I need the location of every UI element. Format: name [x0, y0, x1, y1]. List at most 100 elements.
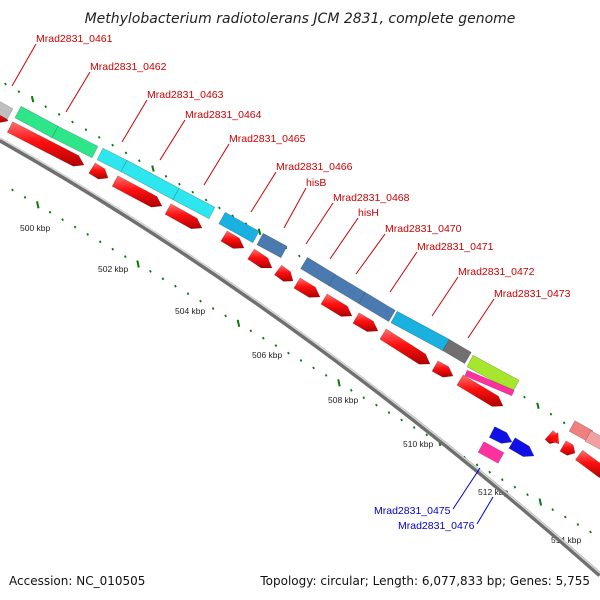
scale-tick — [549, 412, 553, 416]
scale-tick — [137, 159, 141, 163]
gene-label-0463[interactable]: Mrad2831_0463 — [147, 89, 224, 101]
feature-block-salmon-a[interactable] — [568, 420, 594, 442]
scale-tick — [211, 307, 215, 310]
scale-tick — [191, 190, 195, 194]
scale-tick — [488, 470, 492, 474]
scale-tick — [312, 366, 315, 370]
scale-tick — [151, 165, 155, 172]
scale-tick — [362, 396, 366, 400]
forward-cds-arrow[interactable] — [379, 328, 431, 365]
forward-cds-arrow[interactable] — [111, 175, 163, 208]
scale-labels: 500 kbp 502 kbp 504 kbp 506 kbp 508 kbp … — [20, 223, 582, 545]
reverse-gene-0476[interactable] — [477, 441, 505, 464]
scale-tick — [57, 112, 61, 116]
forward-cds-arrow[interactable] — [320, 293, 353, 317]
scale-tick — [36, 201, 40, 209]
scale-tick — [161, 277, 165, 281]
gene-label-0475[interactable]: Mrad2831_0475 — [374, 505, 451, 517]
scale-tick — [199, 299, 202, 303]
forward-cds-arrow[interactable] — [6, 121, 85, 167]
reverse-gene-0475[interactable] — [488, 426, 513, 444]
scale-tick — [48, 210, 52, 214]
scale-tick — [412, 426, 416, 429]
forward-cds-arrow[interactable] — [247, 248, 273, 269]
scale-tick — [111, 247, 115, 251]
forward-cds-arrow[interactable] — [220, 230, 245, 249]
scale-tick — [86, 232, 90, 236]
scale-tick — [174, 284, 177, 288]
forward-cds-arrow[interactable] — [431, 360, 454, 378]
scale-tick — [236, 319, 241, 328]
gene-label-hisH[interactable]: hisH — [358, 207, 379, 219]
scale-tick — [551, 508, 555, 512]
scale-label-506: 506 kbp — [252, 350, 283, 360]
scale-tick — [123, 255, 127, 259]
feature-block-5[interactable] — [172, 187, 216, 220]
gene-label-0464[interactable]: Mrad2831_0464 — [185, 109, 262, 121]
forward-cds-arrow[interactable] — [293, 277, 321, 298]
gene-label-0465[interactable]: Mrad2831_0465 — [229, 133, 306, 145]
gene-label-0473[interactable]: Mrad2831_0473 — [494, 288, 571, 300]
feature-block-11[interactable] — [390, 310, 450, 352]
forward-cds-arrow[interactable] — [559, 440, 576, 456]
gene-label-0461[interactable]: Mrad2831_0461 — [36, 33, 113, 45]
feature-block-0473-pink[interactable] — [464, 369, 515, 397]
scale-tick — [4, 82, 7, 86]
feature-block-edge[interactable] — [0, 100, 14, 120]
scale-tick — [562, 421, 566, 425]
scale-tick — [149, 269, 152, 273]
scale-tick — [136, 260, 140, 268]
feature-block-2[interactable] — [51, 125, 99, 159]
scale-label-514: 514 kbp — [551, 535, 582, 545]
forward-cds-arrow[interactable] — [88, 162, 109, 180]
scale-label-512: 512 kbp — [478, 487, 509, 497]
gene-label-0472[interactable]: Mrad2831_0472 — [458, 266, 535, 278]
scale-tick — [299, 359, 303, 362]
scale-tick — [98, 240, 102, 244]
feature-block-6[interactable] — [218, 211, 260, 244]
scale-tick — [563, 515, 567, 519]
scale-tick — [375, 403, 378, 407]
gene-label-0466[interactable]: Mrad2831_0466 — [276, 161, 353, 173]
scale-tick — [218, 206, 221, 210]
scale-tick — [297, 254, 301, 258]
feature-block-10[interactable] — [358, 291, 396, 323]
scale-tick — [536, 402, 540, 409]
scale-tick — [17, 90, 21, 94]
forward-cds-arrow[interactable] — [164, 203, 203, 230]
gene-label-0471[interactable]: Mrad2831_0471 — [417, 241, 494, 253]
reverse-gene-0475b[interactable] — [508, 437, 535, 457]
scale-tick — [71, 120, 74, 124]
scale-tick — [425, 433, 429, 437]
scale-tick — [249, 329, 253, 333]
feature-block-8[interactable] — [300, 256, 336, 287]
forward-cds-arrow[interactable] — [574, 449, 600, 478]
gene-label-0468[interactable]: Mrad2831_0468 — [333, 192, 410, 204]
scale-tick — [23, 195, 27, 199]
forward-cds-arrow[interactable] — [352, 312, 379, 332]
scale-tick — [204, 198, 208, 202]
scale-tick — [349, 388, 353, 392]
feature-block-12[interactable] — [442, 338, 472, 365]
gene-label-hisB[interactable]: hisB — [306, 177, 326, 189]
scale-tick — [274, 344, 278, 348]
gene-label-0476[interactable]: Mrad2831_0476 — [398, 520, 475, 532]
scale-tick — [576, 523, 580, 526]
scale-label-500: 500 kbp — [20, 223, 51, 233]
scale-tick — [523, 395, 526, 399]
forward-cds-arrow[interactable] — [456, 374, 504, 407]
scale-tick — [73, 225, 77, 229]
genome-backbone — [0, 137, 600, 577]
forward-cds-arrow[interactable] — [274, 264, 294, 282]
reverse-feature-track — [477, 426, 559, 464]
gene-label-0470[interactable]: Mrad2831_0470 — [385, 223, 462, 235]
scale-label-504: 504 kbp — [175, 306, 206, 316]
scale-tick — [500, 478, 504, 482]
reverse-red-marker — [551, 432, 559, 444]
feature-block-7[interactable] — [256, 232, 288, 259]
feature-block-4[interactable] — [120, 159, 180, 201]
scale-tick — [475, 463, 479, 467]
scale-tick — [261, 336, 265, 340]
gene-label-0462[interactable]: Mrad2831_0462 — [90, 61, 167, 73]
feature-block-3[interactable] — [96, 147, 128, 173]
